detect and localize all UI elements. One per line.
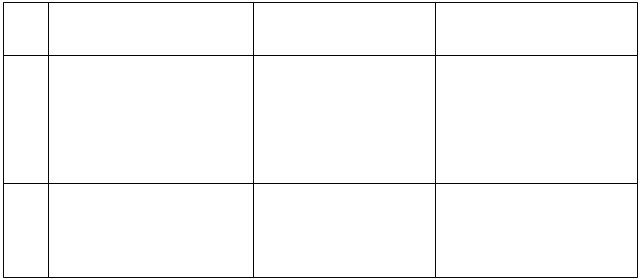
Text: Let's change the problem from linear elasticity
into hyperelasticity. Please use: Let's change the problem from linear ela… [51,186,264,262]
Text: Round #: Round # [6,5,51,14]
Bar [3,183,48,277]
Text: Succeed;
Can formulate hyperelasticity
problem with finite strain using
FEM;
Can: Succeed; Can formulate hyperelasticity p… [438,186,595,251]
Bar [253,2,435,55]
Bar [48,183,253,277]
Bar [3,2,48,55]
Bar [3,55,48,183]
Bar [253,183,435,277]
Text: A 2D plate occupies 1m-by-1m domain. It is
assumed as linear elastic and has You: A 2D plate occupies 1m-by-1m domain. It … [51,58,265,156]
Text: 1: 1 [6,58,12,67]
Text: 2: 2 [6,186,12,195]
Bar [48,2,253,55]
Text: Succeed;
Can formulate linear elasticity
problem using FEM;
Can handle coding er: Succeed; Can formulate linear elasticity… [438,58,600,111]
Bar [435,2,637,55]
Text: Revise the code;
Explain the plan;
Analyze the error information
of the code and: Revise the code; Explain the plan; Analy… [256,186,383,251]
Bar [253,55,435,183]
Text: Summary of tasks
performed by the assistant
agent: Summary of tasks performed by the assist… [256,5,401,35]
Text: Write the code;
Explain the plan;
Analyze the error information
of the code and : Write the code; Explain the plan; Analyz… [256,58,383,122]
Text: Assignments from the proxy agent to the
assistant agent: Assignments from the proxy agent to the … [51,5,272,25]
Text: Notes: Notes [438,5,469,14]
Bar [435,55,637,183]
Bar [435,183,637,277]
Bar [48,55,253,183]
